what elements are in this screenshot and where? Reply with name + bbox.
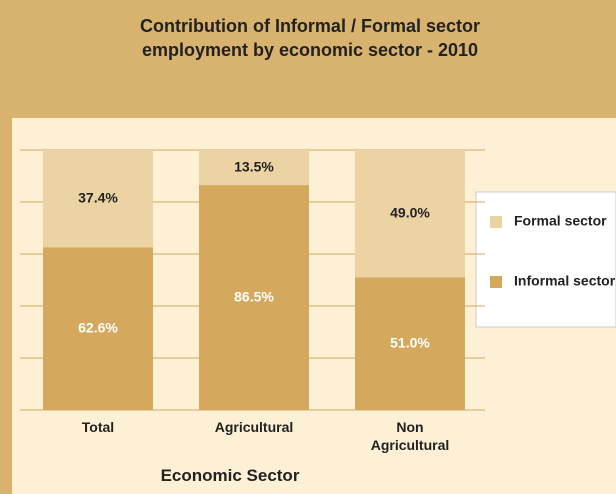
bar-segment (43, 150, 153, 248)
data-label: 62.6% (78, 319, 118, 335)
legend-label: Formal sector (514, 213, 607, 229)
data-label: 86.5% (234, 288, 274, 304)
x-axis-title: Economic Sector (160, 466, 300, 485)
chart-title: Contribution of Informal / Formal sector… (139, 16, 480, 60)
bar-segment (355, 150, 465, 278)
data-label: 13.5% (234, 158, 274, 174)
bar-segment (199, 150, 309, 186)
legend-swatch (490, 276, 502, 288)
legend-label: Informal sector (514, 273, 616, 289)
bar-segment (43, 247, 153, 410)
data-label: 49.0% (390, 204, 430, 220)
bar-segment (355, 277, 465, 410)
x-tick-label: Total (81, 419, 115, 435)
legend-box (475, 191, 616, 328)
data-label: 51.0% (390, 334, 430, 350)
bar-segment (199, 185, 309, 410)
x-tick-label: Agricultural (214, 419, 294, 435)
data-label: 37.4% (78, 189, 118, 205)
legend-swatch (490, 216, 502, 228)
x-tick-label: Non Agricultural (370, 419, 450, 453)
